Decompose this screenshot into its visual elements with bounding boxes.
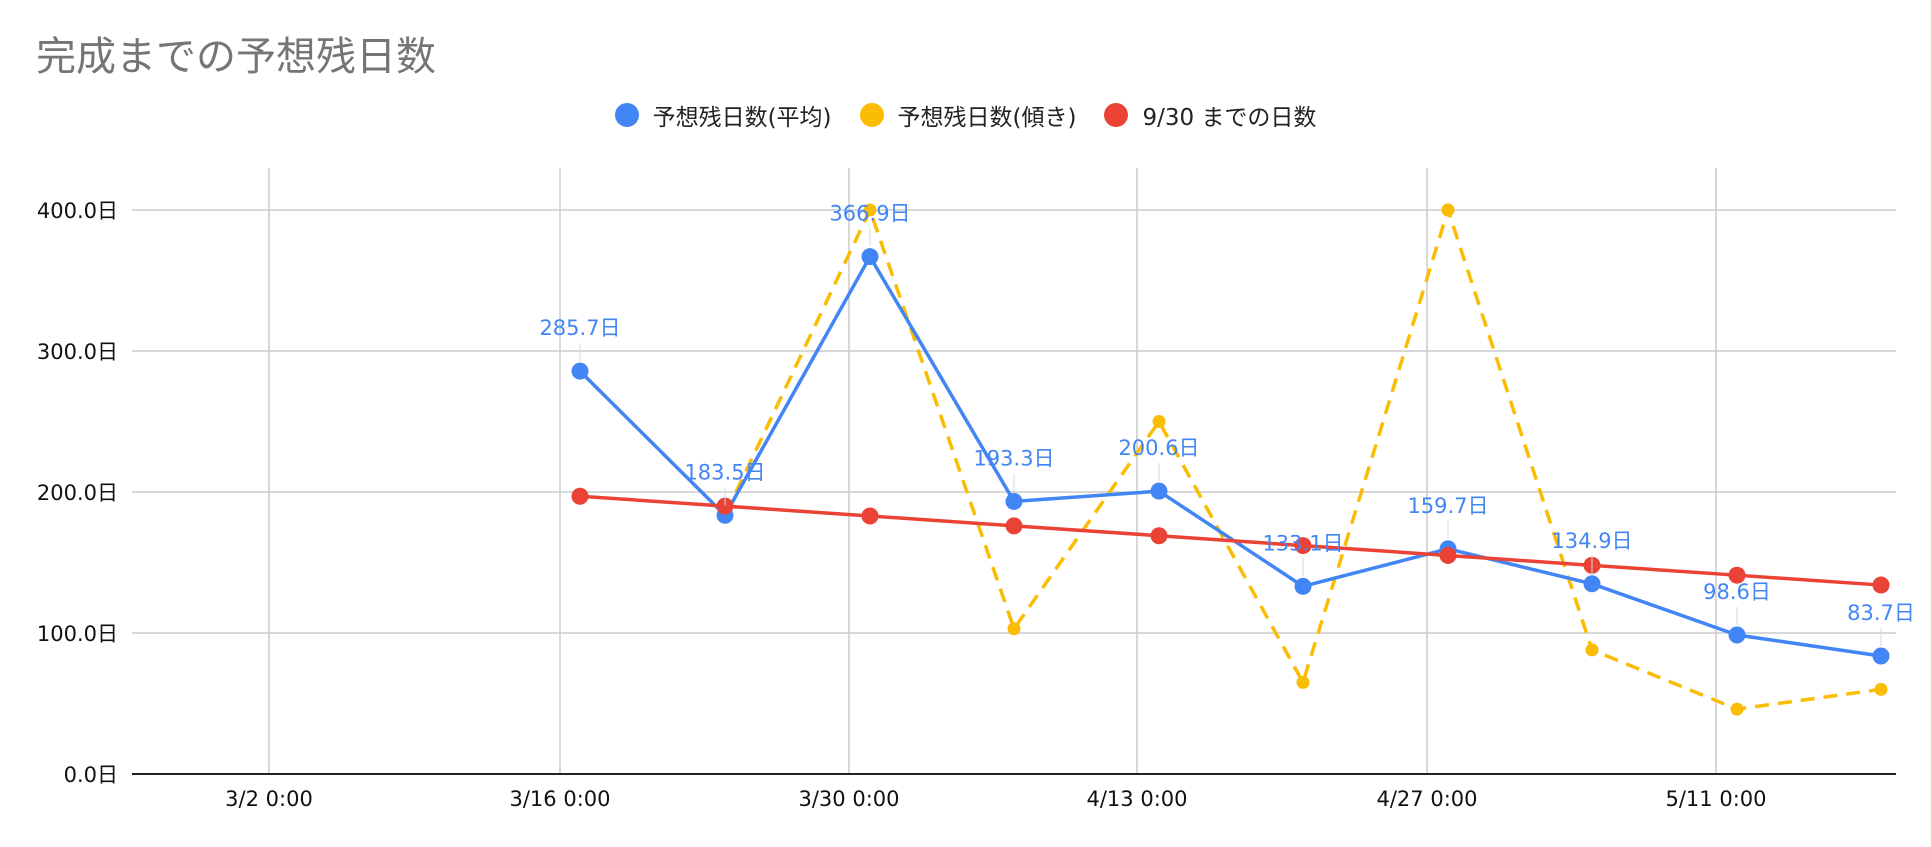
series-line-2 (579, 494, 1882, 587)
series-point-2 (861, 507, 879, 525)
data-label: 159.7日 (1407, 494, 1488, 518)
legend: 予想残日数(平均) 予想残日数(傾き) 9/30 までの日数 (0, 98, 1931, 132)
series-point-1 (1152, 415, 1166, 428)
x-tick-label: 3/30 0:00 (799, 787, 900, 811)
series-point-0 (1150, 482, 1168, 500)
series-point-2 (1728, 566, 1746, 584)
series-point-1 (1730, 702, 1744, 716)
series-line-1 (578, 208, 1882, 711)
series-point-2 (1439, 546, 1457, 564)
legend-label-average: 予想残日数(平均) (652, 105, 832, 131)
legend-label-deadline: 9/30 までの日数 (1142, 105, 1317, 131)
series-point-0 (571, 362, 589, 380)
legend-item-slope[interactable]: 予想残日数(傾き) (859, 98, 1077, 132)
series-point-1 (1585, 643, 1599, 657)
data-label: 193.3日 (973, 446, 1054, 470)
x-tick-label: 5/11 0:00 (1666, 787, 1767, 811)
data-label: 366.9日 (829, 202, 910, 226)
series-point-0 (861, 248, 879, 266)
y-tick-label: 300.0日 (37, 340, 118, 364)
series-point-1 (1874, 682, 1888, 696)
series-point-0 (1583, 575, 1601, 593)
series-point-2 (716, 497, 734, 515)
series-point-0 (1872, 647, 1890, 665)
legend-marker-average (614, 103, 639, 127)
x-tick-label: 3/16 0:00 (510, 787, 611, 811)
series-point-2 (1294, 537, 1312, 555)
data-label: 83.7日 (1847, 601, 1915, 625)
legend-item-average[interactable]: 予想残日数(平均) (614, 98, 832, 132)
series-point-0 (1294, 577, 1312, 595)
legend-marker-deadline (1104, 103, 1129, 127)
chart-title: 完成までの予想残日数 (36, 34, 436, 80)
y-tick-label: 0.0日 (64, 763, 118, 787)
series-point-2 (1005, 517, 1023, 535)
data-label: 285.7日 (539, 316, 620, 340)
y-tick-label: 200.0日 (37, 481, 118, 505)
x-tick-label: 4/13 0:00 (1087, 787, 1188, 811)
x-tick-label: 4/27 0:00 (1377, 787, 1478, 811)
series-point-1 (863, 203, 877, 217)
legend-item-deadline[interactable]: 9/30 までの日数 (1104, 98, 1316, 132)
data-label: 134.9日 (1551, 529, 1632, 553)
data-label: 98.6日 (1703, 580, 1771, 604)
y-tick-label: 400.0日 (37, 199, 118, 223)
x-tick-label: 3/2 0:00 (225, 787, 313, 811)
series-point-2 (1150, 527, 1168, 545)
y-tick-label: 100.0日 (37, 622, 118, 646)
data-label: 133.1日 (1262, 531, 1343, 555)
series-point-0 (1005, 492, 1023, 510)
series-point-1 (1007, 622, 1021, 636)
legend-label-slope: 予想残日数(傾き) (897, 105, 1077, 131)
legend-marker-slope (859, 103, 884, 127)
data-label: 200.6日 (1118, 436, 1199, 460)
series-point-1 (1441, 203, 1455, 217)
series-point-1 (1296, 675, 1310, 689)
series-line-0 (578, 254, 1882, 658)
series-point-2 (1872, 576, 1890, 594)
series-point-2 (571, 487, 589, 505)
series-point-0 (1728, 626, 1746, 644)
data-label: 183.5日 (684, 460, 765, 484)
